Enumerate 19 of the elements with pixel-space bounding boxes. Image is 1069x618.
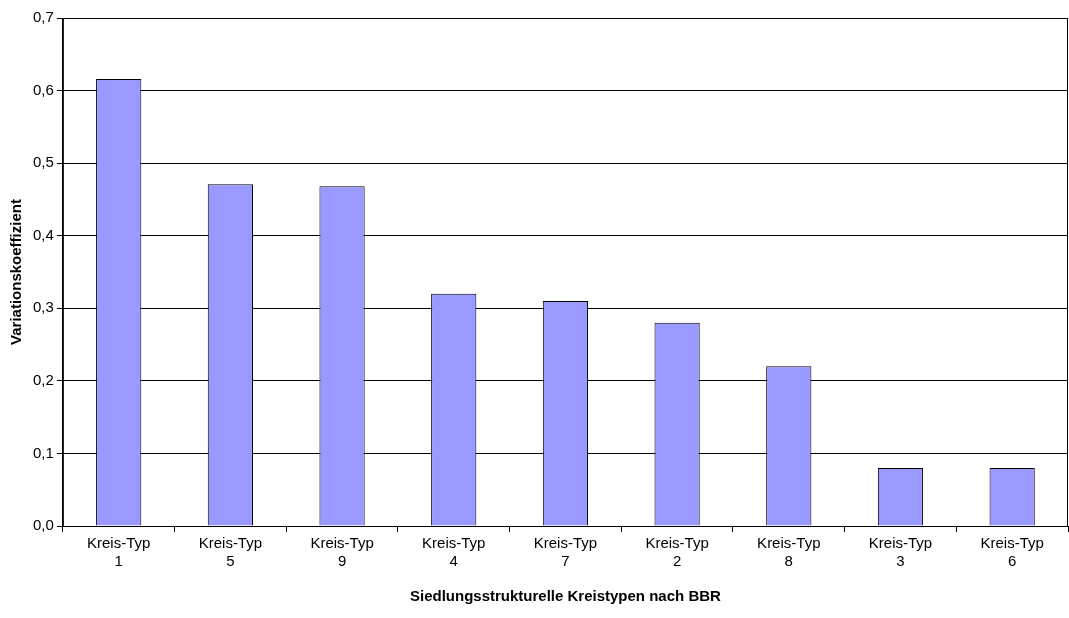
y-tick-label: 0,3: [32, 298, 54, 316]
y-tick-label: 0,2: [32, 371, 54, 388]
x-tick-label: Kreis-Typ 3: [868, 534, 933, 570]
y-axis-title: Variationskoeffizient: [7, 199, 25, 345]
x-tick-label: Kreis-Typ 6: [980, 534, 1044, 570]
y-tick-label: 0,1: [32, 443, 54, 461]
x-tick-label: Kreis-Typ 4: [422, 534, 486, 570]
x-tick-label: Kreis-Typ 9: [310, 534, 374, 570]
y-tick-label: 0,0: [32, 516, 54, 534]
y-tick-label: 0,5: [32, 153, 54, 171]
x-tick-label: Kreis-Typ 8: [757, 534, 821, 570]
y-tick-label: 0,6: [32, 80, 54, 98]
x-tick-label: Kreis-Typ 1: [87, 534, 151, 570]
x-tick-label: Kreis-Typ 5: [198, 534, 263, 570]
y-tick-label: 0,4: [32, 225, 54, 243]
x-tick-label: Kreis-Typ 7: [533, 534, 598, 570]
x-axis-title: Siedlungsstrukturelle Kreistypen nach BBR: [409, 587, 722, 605]
y-tick-label: 0,7: [32, 8, 54, 26]
x-tick-label: Kreis-Typ 2: [645, 534, 709, 570]
